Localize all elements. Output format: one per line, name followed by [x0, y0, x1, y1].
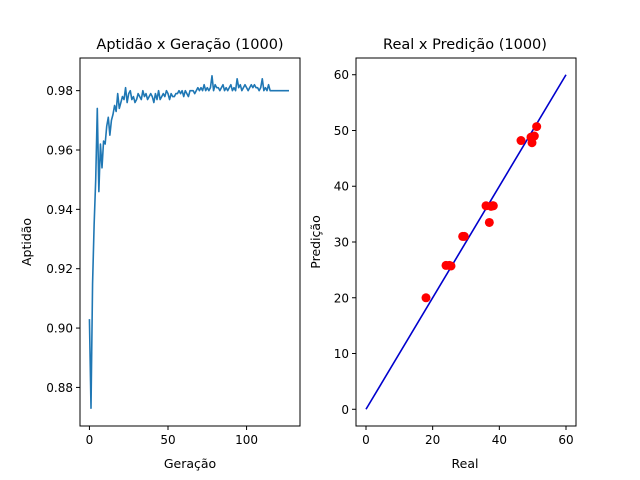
prediction-chart-xtick-label: 0 [362, 433, 370, 447]
fitness-chart-xtick-label: 50 [160, 433, 175, 447]
prediction-chart-reference-line [365, 74, 567, 410]
prediction-chart-xlabel: Real [452, 456, 479, 471]
prediction-chart-ytick-label: 30 [334, 236, 349, 250]
fitness-chart-ytick-label: 0.88 [46, 381, 73, 395]
prediction-chart-point [488, 201, 498, 211]
prediction-chart-ytick-label: 20 [334, 291, 349, 305]
prediction-chart-point [532, 122, 542, 132]
prediction-chart-ytick-label: 40 [334, 180, 349, 194]
fitness-chart-xlabel: Geração [164, 456, 216, 471]
prediction-chart-point [459, 231, 469, 241]
fitness-chart-ytick-label: 0.92 [46, 262, 73, 276]
prediction-chart-title: Real x Predição (1000) [383, 37, 547, 53]
fitness-chart-ylabel: Aptidão [19, 218, 34, 266]
prediction-chart-ytick-label: 10 [334, 347, 349, 361]
prediction-chart-ticks: 0 20 40 60 0 10 20 30 40 50 60 [334, 68, 574, 447]
fitness-chart-xtick-label: 0 [86, 433, 94, 447]
prediction-chart-ytick-label: 50 [334, 124, 349, 138]
prediction-chart: Real x Predição (1000) Real Predição 0 20… [308, 37, 577, 471]
fitness-chart-xtick-label: 100 [235, 433, 258, 447]
fitness-chart: Aptidão x Geração (1000) Geração Aptidão… [19, 37, 301, 471]
prediction-chart-ylabel: Predição [308, 215, 323, 268]
prediction-chart-frame [355, 57, 577, 427]
prediction-chart-point [446, 261, 456, 271]
fitness-chart-title: Aptidão x Geração (1000) [96, 37, 283, 53]
prediction-chart-xtick-label: 60 [558, 433, 573, 447]
prediction-chart-xtick-label: 40 [492, 433, 507, 447]
prediction-chart-point [484, 217, 494, 227]
fitness-chart-ticks: 0 50 100 0.88 0.90 0.92 0.94 0.96 0.98 [46, 84, 258, 447]
fitness-chart-marks [88, 75, 289, 409]
prediction-chart-marks [365, 74, 567, 410]
fitness-chart-ytick-label: 0.94 [46, 203, 73, 217]
fitness-chart-series-line [88, 75, 289, 409]
fitness-chart-ytick-label: 0.90 [46, 322, 73, 336]
fitness-chart-ytick-label: 0.98 [46, 84, 73, 98]
prediction-chart-point [421, 293, 431, 303]
fitness-chart-ytick-label: 0.96 [46, 144, 73, 158]
prediction-chart-point [516, 136, 526, 146]
prediction-chart-ytick-label: 0 [341, 403, 349, 417]
prediction-chart-point [529, 131, 539, 141]
prediction-chart-ytick-label: 60 [334, 68, 349, 82]
prediction-chart-xtick-label: 20 [425, 433, 440, 447]
fitness-chart-frame [79, 57, 301, 427]
